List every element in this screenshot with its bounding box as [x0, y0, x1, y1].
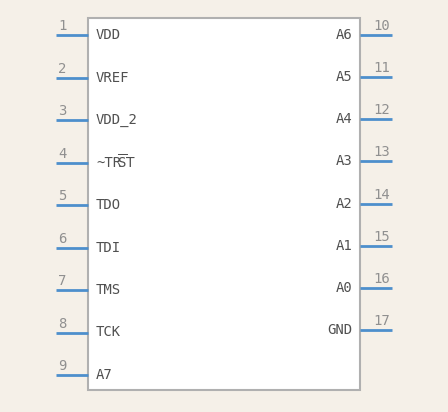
- Text: A0: A0: [335, 281, 352, 295]
- Text: 3: 3: [58, 104, 66, 118]
- Text: GND: GND: [327, 323, 352, 337]
- Text: 8: 8: [58, 316, 66, 330]
- Text: TMS: TMS: [96, 283, 121, 297]
- Text: A6: A6: [335, 28, 352, 42]
- Text: ~TR: ~TR: [96, 155, 121, 169]
- Text: 4: 4: [58, 147, 66, 161]
- Text: TDO: TDO: [96, 198, 121, 212]
- Text: 14: 14: [373, 187, 390, 201]
- Bar: [88, 18, 360, 390]
- Text: 10: 10: [373, 19, 390, 33]
- Text: 16: 16: [373, 272, 390, 286]
- Text: 17: 17: [373, 314, 390, 328]
- Text: 9: 9: [58, 359, 66, 373]
- Text: A5: A5: [335, 70, 352, 84]
- Text: 1: 1: [58, 19, 66, 33]
- Text: VREF: VREF: [96, 70, 129, 84]
- Text: 2: 2: [58, 61, 66, 75]
- Text: 15: 15: [373, 230, 390, 244]
- Text: 11: 11: [373, 61, 390, 75]
- Text: 12: 12: [373, 103, 390, 117]
- Text: VDD_2: VDD_2: [96, 113, 138, 127]
- Text: $\mathtt{\overline{S}}$T: $\mathtt{\overline{S}}$T: [117, 153, 136, 172]
- Text: 13: 13: [373, 145, 390, 159]
- Text: A4: A4: [335, 112, 352, 126]
- Text: A7: A7: [96, 368, 113, 382]
- Text: VDD: VDD: [96, 28, 121, 42]
- Text: 6: 6: [58, 232, 66, 246]
- Text: A2: A2: [335, 197, 352, 211]
- Text: 5: 5: [58, 189, 66, 203]
- Text: TCK: TCK: [96, 325, 121, 339]
- Text: 7: 7: [58, 274, 66, 288]
- Text: A1: A1: [335, 239, 352, 253]
- Text: TDI: TDI: [96, 241, 121, 255]
- Text: A3: A3: [335, 154, 352, 169]
